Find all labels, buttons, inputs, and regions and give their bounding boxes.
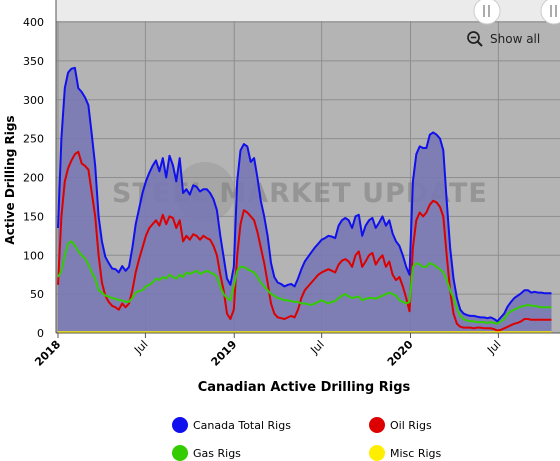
y-tick-label: 400 bbox=[23, 16, 44, 29]
x-axis-title: Canadian Active Drilling Rigs bbox=[198, 380, 411, 395]
canada-total-rigs-area bbox=[58, 67, 552, 334]
legend-item-misc-rigs[interactable]: Misc Rigs bbox=[369, 445, 442, 461]
y-tick-label: 250 bbox=[23, 133, 44, 146]
navigator-right-handle[interactable] bbox=[540, 0, 560, 25]
oil-rigs-line bbox=[57, 150, 552, 332]
navigator-left-handle[interactable] bbox=[473, 0, 501, 25]
x-tick-label: Jul bbox=[307, 338, 326, 357]
legend-marker bbox=[369, 445, 385, 461]
legend-label: Misc Rigs bbox=[390, 447, 442, 460]
legend-marker bbox=[172, 417, 188, 433]
y-tick-label: 50 bbox=[30, 288, 44, 301]
legend-marker bbox=[172, 445, 188, 461]
legend-marker bbox=[369, 417, 385, 433]
y-tick-label: 200 bbox=[23, 172, 44, 185]
legend-item-oil-rigs[interactable]: Oil Rigs bbox=[369, 417, 432, 433]
legend: Canada Total Rigs Oil Rigs Gas Rigs Misc Ri… bbox=[172, 417, 442, 461]
y-tick-label: 350 bbox=[23, 55, 44, 68]
legend-label: Canada Total Rigs bbox=[193, 419, 291, 432]
legend-item-gas-rigs[interactable]: Gas Rigs bbox=[172, 445, 241, 461]
y-tick-label: 100 bbox=[23, 249, 44, 262]
y-axis-title: Active Drilling Rigs bbox=[3, 115, 17, 244]
x-tick-label: 2020 bbox=[385, 338, 416, 369]
navigator-bar bbox=[56, 0, 560, 21]
show-all-label: Show all bbox=[490, 32, 541, 46]
legend-label: Oil Rigs bbox=[390, 419, 432, 432]
navigator-handles[interactable] bbox=[473, 0, 560, 25]
magnifier-minus-icon bbox=[467, 31, 483, 47]
x-tick-label: Jul bbox=[484, 338, 503, 357]
gas-rigs-line bbox=[57, 240, 552, 325]
legend-label: Gas Rigs bbox=[193, 447, 241, 460]
x-tick-label: 2019 bbox=[209, 338, 240, 369]
canada-total-rigs-line bbox=[57, 66, 552, 323]
y-tick-label: 0 bbox=[37, 327, 44, 340]
y-tick-label: 300 bbox=[23, 94, 44, 107]
x-tick-label: Jul bbox=[131, 338, 150, 357]
series-layer bbox=[57, 66, 552, 334]
show-all-button[interactable]: Show all bbox=[466, 29, 540, 49]
x-tick-label: 2018 bbox=[32, 338, 63, 369]
y-tick-label: 150 bbox=[23, 210, 44, 223]
legend-item-canada-total-rigs[interactable]: Canada Total Rigs bbox=[172, 417, 291, 433]
